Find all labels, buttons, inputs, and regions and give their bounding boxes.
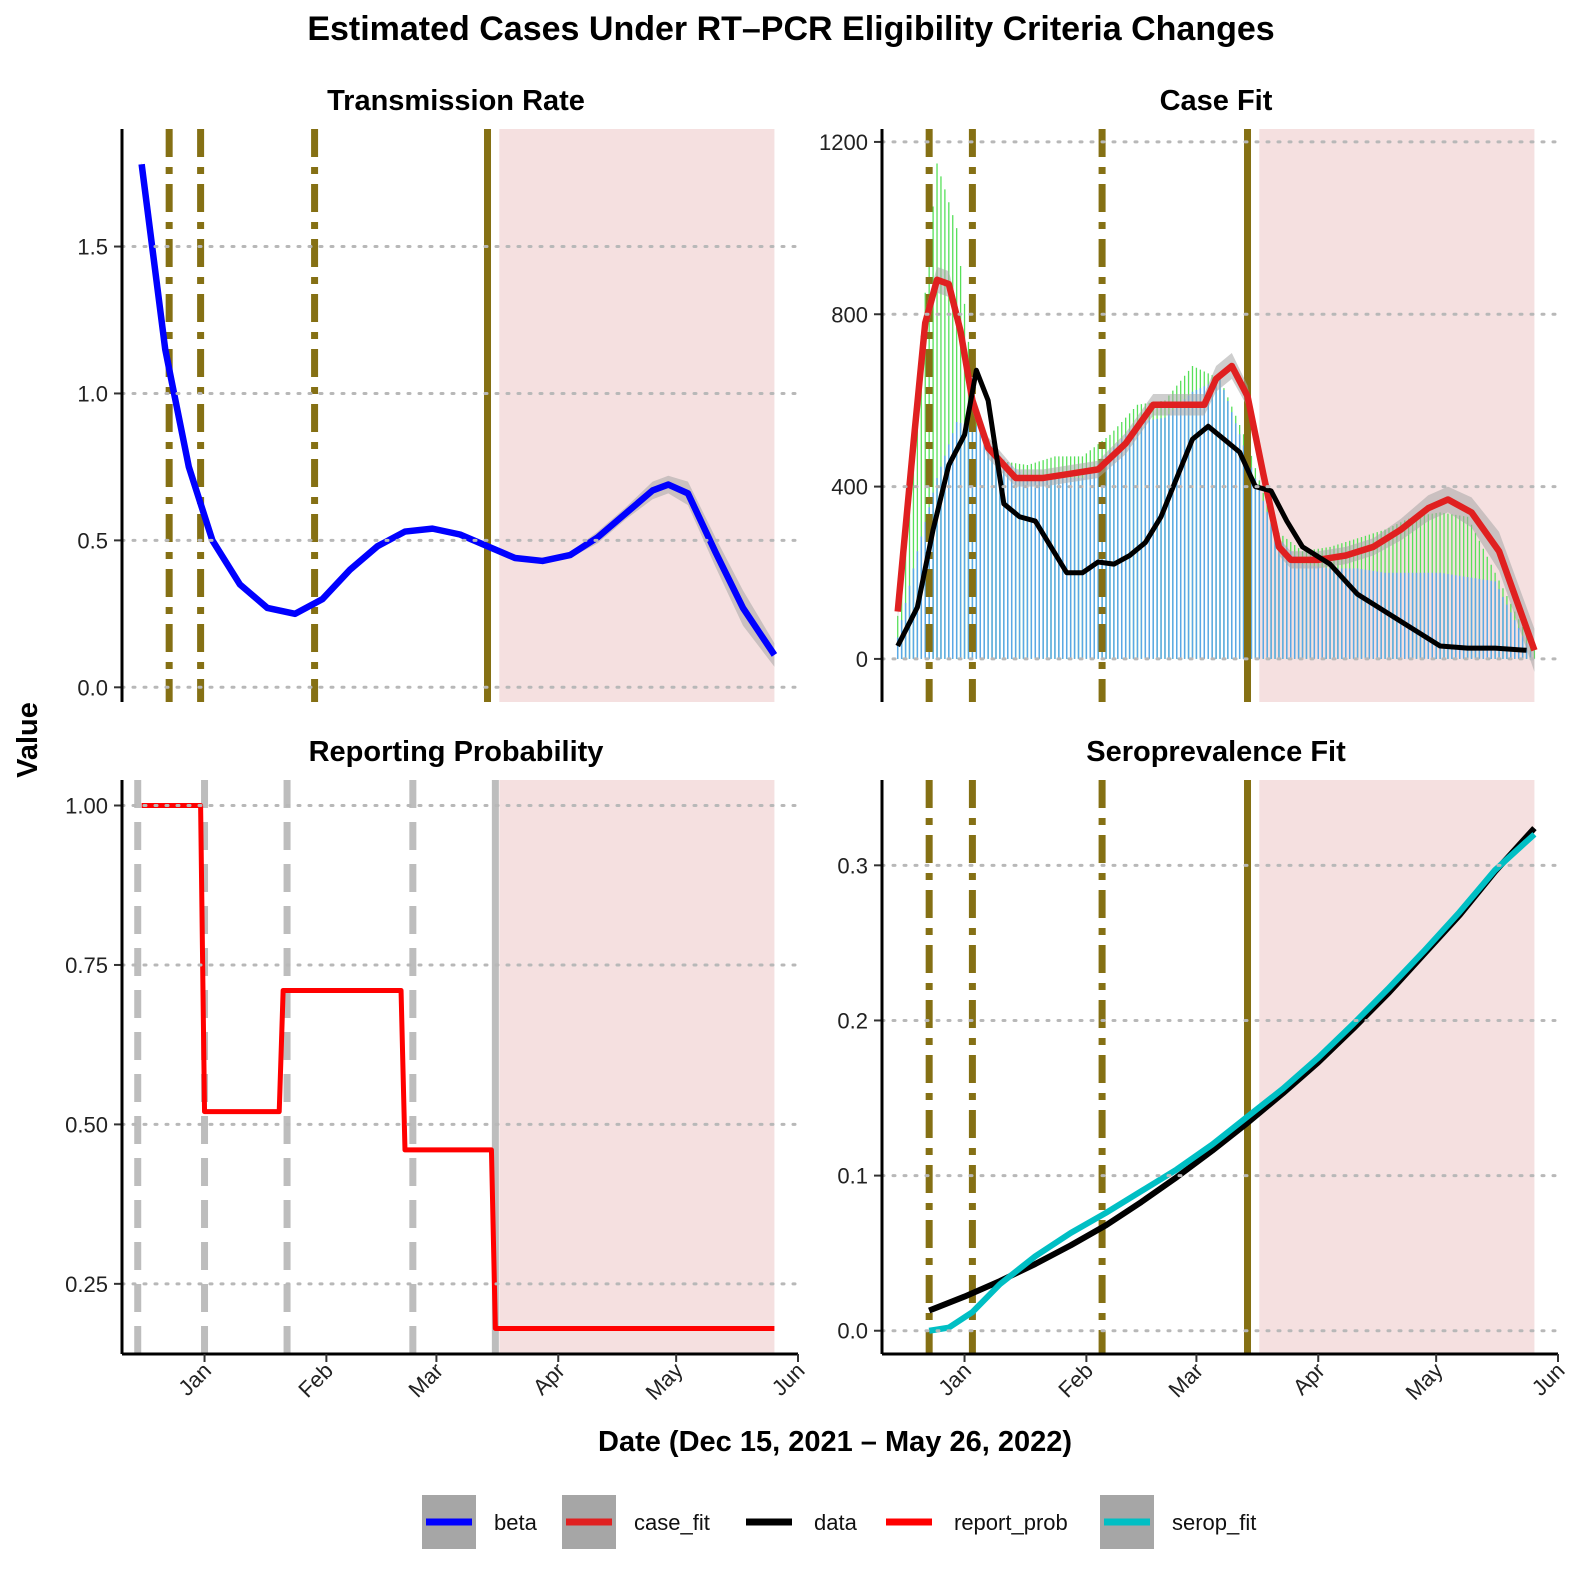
reporting-probability-forecast-shade: [499, 780, 775, 1354]
reporting-probability-x-tick-label: May: [641, 1358, 688, 1405]
legend-item-data: data: [746, 1510, 858, 1535]
seroprevalence-fit-panel: 0.0 0.1 0.2 0.3 Jan Feb Mar Apr May Jun Seropreval…: [837, 736, 1569, 1405]
reporting-probability-y-tick-label: 0.75: [65, 953, 108, 978]
legend-label: case_fit: [634, 1510, 710, 1535]
transmission-rate-y-tick-label: 0.0: [77, 675, 108, 700]
seroprevalence-fit-title: Seroprevalence Fit: [1086, 736, 1346, 768]
seroprevalence-fit-y-tick-label: 0.2: [837, 1008, 868, 1033]
legend-item-case_fit: case_fit: [562, 1495, 710, 1549]
legend: beta case_fit data report_prob serop_fit: [422, 1495, 1256, 1549]
legend-item-beta: beta: [422, 1495, 538, 1549]
legend-item-report_prob: report_prob: [886, 1510, 1068, 1535]
reporting-probability-plot-area: [134, 780, 775, 1354]
x-axis-title: Date (Dec 15, 2021 – May 26, 2022): [598, 1426, 1072, 1458]
seroprevalence-fit-x-tick-label: Jun: [1527, 1358, 1570, 1401]
case-fit-title: Case Fit: [1160, 85, 1273, 117]
reporting-probability-x-tick-label: Jun: [767, 1358, 810, 1401]
seroprevalence-fit-y-tick-label: 0.1: [837, 1164, 868, 1189]
legend-label: data: [814, 1510, 858, 1535]
legend-item-serop_fit: serop_fit: [1100, 1495, 1256, 1549]
seroprevalence-fit-plot-area: [925, 780, 1537, 1354]
reporting-probability-report_prob-line: [141, 803, 775, 1331]
case-fit-plot-area: [894, 129, 1538, 702]
transmission-rate-title: Transmission Rate: [327, 85, 585, 117]
reporting-probability-y-tick-label: 0.50: [65, 1112, 108, 1137]
case-fit-case_fit-band: [897, 266, 1535, 672]
transmission-rate-y-tick-label: 0.5: [77, 528, 108, 553]
transmission-rate-plot-area: [138, 129, 778, 702]
seroprevalence-fit-x-tick-label: Jan: [933, 1358, 976, 1401]
legend-label: beta: [494, 1510, 538, 1535]
seroprevalence-fit-x-tick-label: Apr: [1288, 1358, 1330, 1400]
chart-title: Estimated Cases Under RT–PCR Eligibility…: [307, 10, 1275, 48]
case-fit-y-tick-label: 400: [831, 475, 868, 500]
seroprevalence-fit-x-tick-label: Feb: [1053, 1358, 1097, 1402]
reporting-probability-x-tick-label: Apr: [528, 1358, 570, 1400]
reporting-probability-title: Reporting Probability: [309, 736, 604, 768]
seroprevalence-fit-y-tick-label: 0.0: [837, 1319, 868, 1344]
transmission-rate-y-tick-label: 1.0: [77, 381, 108, 406]
reporting-probability-x-tick-label: Mar: [403, 1358, 447, 1402]
legend-label: serop_fit: [1172, 1510, 1256, 1535]
case-fit-y-tick-label: 1200: [819, 130, 868, 155]
reporting-probability-x-tick-label: Feb: [293, 1358, 337, 1402]
reporting-probability-panel: 0.25 0.50 0.75 1.00 Jan Feb Mar Apr May Jun Report…: [65, 736, 809, 1405]
case-fit-panel: 0 400 800 1200 Case Fit: [819, 85, 1560, 702]
case-fit-y-tick-label: 0: [856, 647, 868, 672]
transmission-rate-forecast-shade: [499, 129, 775, 702]
seroprevalence-fit-x-tick-label: Mar: [1163, 1358, 1207, 1402]
reporting-probability-y-tick-label: 0.25: [65, 1272, 108, 1297]
case-fit-y-tick-label: 800: [831, 302, 868, 327]
reporting-probability-y-tick-label: 1.00: [65, 794, 108, 819]
seroprevalence-fit-y-tick-label: 0.3: [837, 853, 868, 878]
y-axis-title: Value: [12, 702, 44, 778]
legend-label: report_prob: [954, 1510, 1068, 1535]
reporting-probability-x-tick-label: Jan: [173, 1358, 216, 1401]
transmission-rate-panel: 0.0 0.5 1.0 1.5 Transmission Rate: [77, 85, 800, 702]
seroprevalence-fit-x-tick-label: May: [1401, 1358, 1448, 1405]
transmission-rate-y-tick-label: 1.5: [77, 235, 108, 260]
